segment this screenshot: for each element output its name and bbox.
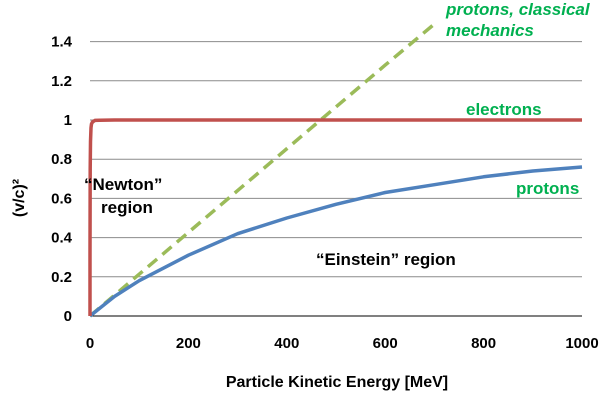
x-tick-label: 200 bbox=[176, 335, 201, 352]
y-tick-labels: 0 0.2 0.4 0.6 0.8 1 1.2 1.4 bbox=[51, 34, 73, 325]
x-axis-title: Particle Kinetic Energy [MeV] bbox=[226, 374, 448, 391]
x-tick-label: 800 bbox=[471, 335, 496, 352]
protons-label: protons bbox=[516, 179, 579, 198]
y-tick-label: 1.4 bbox=[51, 34, 73, 51]
x-tick-label: 600 bbox=[373, 335, 398, 352]
series-line-protons bbox=[88, 165, 583, 318]
series-line-electrons bbox=[88, 118, 582, 316]
y-tick-label: 1 bbox=[64, 112, 72, 129]
x-tick-label: 0 bbox=[86, 335, 94, 352]
newton-label-line1: “Newton” bbox=[84, 175, 162, 194]
y-tick-label: 0.8 bbox=[51, 151, 72, 168]
electrons-label: electrons bbox=[466, 100, 542, 119]
y-tick-label: 0.2 bbox=[51, 269, 72, 286]
newton-label-line2: region bbox=[101, 198, 153, 217]
series-line-protons-classical-mechanics bbox=[88, 22, 436, 318]
einstein-label: “Einstein” region bbox=[316, 250, 456, 269]
gridlines bbox=[90, 41, 582, 317]
classical-label-line2: mechanics bbox=[446, 21, 534, 40]
x-tick-label: 400 bbox=[274, 335, 299, 352]
y-tick-label: 0.4 bbox=[51, 230, 73, 247]
x-tick-label: 1000 bbox=[565, 335, 598, 352]
classical-label-line1: protons, classical bbox=[445, 0, 591, 19]
series-lines bbox=[88, 22, 583, 318]
x-tick-labels: 0 200 400 600 800 1000 bbox=[86, 335, 599, 352]
y-tick-label: 1.2 bbox=[51, 73, 72, 90]
y-tick-label: 0 bbox=[64, 308, 72, 325]
y-tick-label: 0.6 bbox=[51, 190, 72, 207]
y-axis-title: (v/c)² bbox=[11, 179, 28, 217]
